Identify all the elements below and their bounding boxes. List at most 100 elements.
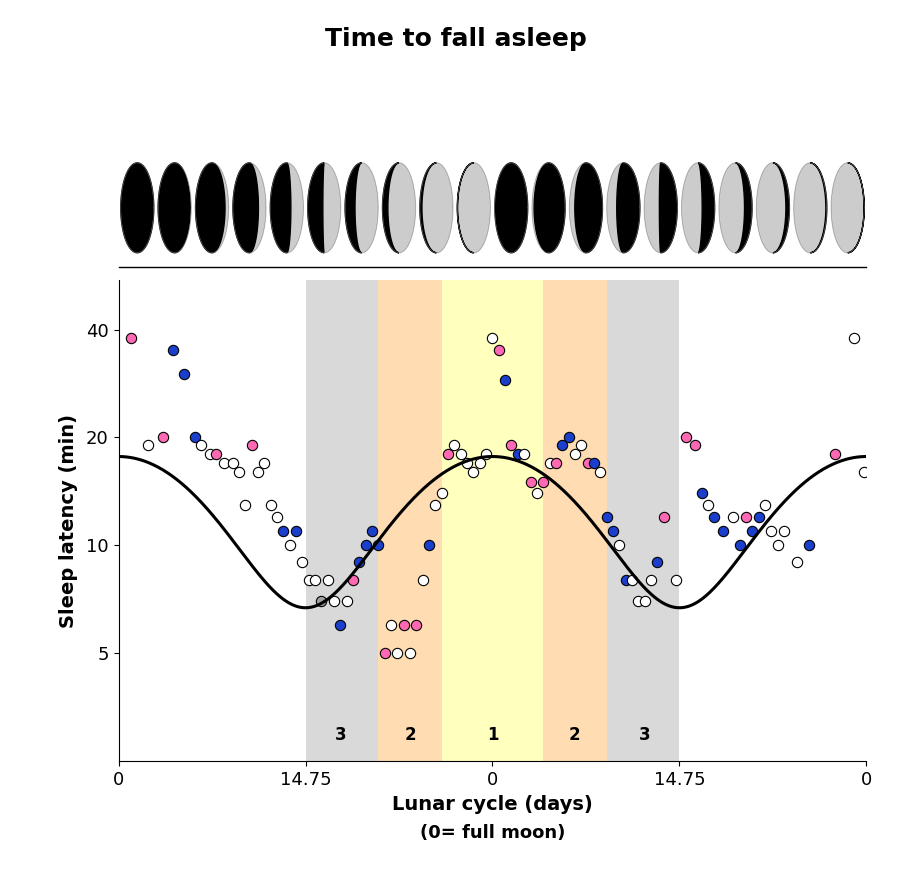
Point bbox=[276, 523, 291, 537]
Bar bbox=[378, 280, 441, 761]
Polygon shape bbox=[734, 163, 752, 253]
Polygon shape bbox=[847, 163, 864, 253]
Point bbox=[320, 573, 334, 587]
Point bbox=[770, 538, 784, 552]
Polygon shape bbox=[643, 163, 677, 253]
Point bbox=[656, 510, 670, 524]
Point bbox=[202, 447, 217, 461]
Polygon shape bbox=[232, 163, 266, 253]
Text: 3: 3 bbox=[334, 725, 346, 744]
Point bbox=[422, 538, 436, 552]
Point bbox=[187, 430, 201, 444]
Point bbox=[554, 438, 568, 452]
Point bbox=[257, 456, 271, 470]
Text: 1: 1 bbox=[486, 725, 497, 744]
Bar bbox=[606, 280, 679, 761]
Point bbox=[166, 343, 180, 357]
Point bbox=[510, 447, 525, 461]
Point bbox=[542, 456, 557, 470]
Polygon shape bbox=[534, 163, 565, 253]
Point bbox=[403, 647, 417, 661]
Point bbox=[339, 594, 353, 608]
Point bbox=[536, 475, 550, 489]
Y-axis label: Sleep latency (min): Sleep latency (min) bbox=[58, 414, 77, 627]
Polygon shape bbox=[456, 163, 490, 253]
Point bbox=[358, 538, 373, 552]
Point bbox=[592, 466, 607, 480]
Polygon shape bbox=[809, 163, 826, 253]
Polygon shape bbox=[195, 163, 229, 253]
Point bbox=[193, 438, 208, 452]
Bar bbox=[441, 280, 543, 761]
Polygon shape bbox=[120, 163, 154, 253]
Point bbox=[377, 647, 392, 661]
Point bbox=[244, 438, 259, 452]
Point bbox=[352, 555, 366, 569]
Text: 2: 2 bbox=[404, 725, 415, 744]
Polygon shape bbox=[456, 163, 474, 253]
Point bbox=[466, 466, 480, 480]
Point bbox=[650, 555, 664, 569]
Polygon shape bbox=[574, 163, 602, 253]
Polygon shape bbox=[606, 163, 640, 253]
Point bbox=[225, 456, 240, 470]
Point bbox=[763, 523, 778, 537]
Point bbox=[238, 498, 252, 512]
Point bbox=[725, 510, 740, 524]
Polygon shape bbox=[419, 163, 435, 253]
Point bbox=[669, 573, 683, 587]
Point bbox=[459, 456, 474, 470]
Point bbox=[270, 510, 284, 524]
Point bbox=[390, 647, 404, 661]
Point bbox=[263, 498, 278, 512]
Polygon shape bbox=[718, 163, 752, 253]
Polygon shape bbox=[270, 163, 291, 253]
Point bbox=[529, 486, 544, 500]
Point bbox=[415, 573, 430, 587]
Point bbox=[732, 538, 746, 552]
Point bbox=[307, 573, 322, 587]
Text: Time to fall asleep: Time to fall asleep bbox=[324, 27, 587, 52]
Point bbox=[618, 573, 632, 587]
Point bbox=[446, 438, 461, 452]
Point bbox=[630, 594, 645, 608]
Polygon shape bbox=[158, 163, 190, 253]
Polygon shape bbox=[793, 163, 826, 253]
Point bbox=[485, 331, 499, 345]
Point bbox=[789, 555, 804, 569]
Polygon shape bbox=[158, 163, 191, 253]
Polygon shape bbox=[616, 163, 640, 253]
Point bbox=[472, 456, 486, 470]
Point bbox=[434, 486, 448, 500]
Point bbox=[371, 538, 385, 552]
Point bbox=[216, 456, 230, 470]
Polygon shape bbox=[419, 163, 453, 253]
Point bbox=[313, 594, 328, 608]
Polygon shape bbox=[307, 163, 341, 253]
Point bbox=[845, 331, 860, 345]
Point bbox=[409, 618, 424, 632]
Point bbox=[776, 523, 791, 537]
Point bbox=[384, 618, 398, 632]
Polygon shape bbox=[120, 163, 154, 253]
Point bbox=[611, 538, 626, 552]
Point bbox=[855, 466, 870, 480]
Point bbox=[599, 510, 613, 524]
Point bbox=[605, 523, 619, 537]
Point bbox=[124, 331, 138, 345]
Point bbox=[345, 573, 360, 587]
Text: 3: 3 bbox=[638, 725, 650, 744]
Text: (0= full moon): (0= full moon) bbox=[419, 824, 565, 842]
Point bbox=[140, 438, 155, 452]
Point bbox=[396, 618, 411, 632]
Point bbox=[586, 456, 600, 470]
Bar bbox=[543, 280, 606, 761]
Point bbox=[687, 438, 701, 452]
Point bbox=[523, 475, 537, 489]
Point bbox=[744, 523, 759, 537]
Point bbox=[706, 510, 721, 524]
Polygon shape bbox=[382, 163, 415, 253]
Point bbox=[826, 447, 841, 461]
Polygon shape bbox=[772, 163, 789, 253]
Point bbox=[700, 498, 714, 512]
